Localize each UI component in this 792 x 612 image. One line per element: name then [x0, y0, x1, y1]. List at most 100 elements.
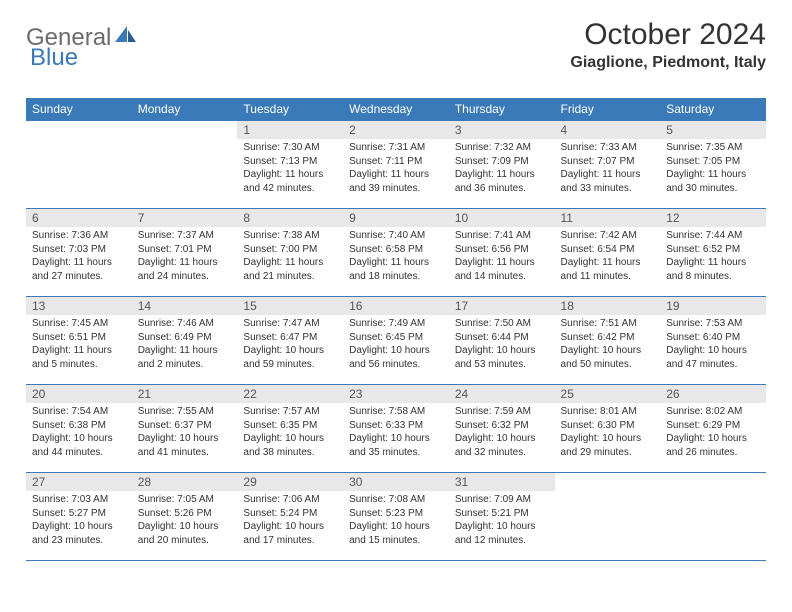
sunset-line: Sunset: 6:47 PM [243, 331, 337, 345]
header: General October 2024 Giaglione, Piedmont… [26, 18, 766, 72]
title-block: October 2024 Giaglione, Piedmont, Italy [570, 18, 766, 72]
day-cell: 4Sunrise: 7:33 AMSunset: 7:07 PMDaylight… [555, 121, 661, 209]
daylight-line: Daylight: 10 hours and 29 minutes. [561, 432, 655, 459]
day-number: 24 [449, 385, 555, 403]
sunrise-line: Sunrise: 7:38 AM [243, 229, 337, 243]
sunset-line: Sunset: 6:44 PM [455, 331, 549, 345]
calendar-table: Sunday Monday Tuesday Wednesday Thursday… [26, 98, 766, 561]
day-cell: 5Sunrise: 7:35 AMSunset: 7:05 PMDaylight… [660, 121, 766, 209]
sunrise-line: Sunrise: 7:50 AM [455, 317, 549, 331]
day-cell: 3Sunrise: 7:32 AMSunset: 7:09 PMDaylight… [449, 121, 555, 209]
logo-word-2: Blue [30, 44, 78, 72]
daylight-line: Daylight: 10 hours and 56 minutes. [349, 344, 443, 371]
sunset-line: Sunset: 7:09 PM [455, 155, 549, 169]
day-cell: 23Sunrise: 7:58 AMSunset: 6:33 PMDayligh… [343, 385, 449, 473]
day-body: Sunrise: 7:30 AMSunset: 7:13 PMDaylight:… [237, 139, 343, 199]
day-number: 19 [660, 297, 766, 315]
day-cell: 22Sunrise: 7:57 AMSunset: 6:35 PMDayligh… [237, 385, 343, 473]
sunset-line: Sunset: 6:51 PM [32, 331, 126, 345]
day-cell: 11Sunrise: 7:42 AMSunset: 6:54 PMDayligh… [555, 209, 661, 297]
day-body: Sunrise: 7:55 AMSunset: 6:37 PMDaylight:… [132, 403, 238, 463]
daylight-line: Daylight: 11 hours and 27 minutes. [32, 256, 126, 283]
sunrise-line: Sunrise: 7:45 AM [32, 317, 126, 331]
day-body: Sunrise: 8:02 AMSunset: 6:29 PMDaylight:… [660, 403, 766, 463]
day-number: 7 [132, 209, 238, 227]
daylight-line: Daylight: 10 hours and 47 minutes. [666, 344, 760, 371]
sunset-line: Sunset: 6:58 PM [349, 243, 443, 257]
sunrise-line: Sunrise: 7:06 AM [243, 493, 337, 507]
sunset-line: Sunset: 7:11 PM [349, 155, 443, 169]
calendar-week-row: 1Sunrise: 7:30 AMSunset: 7:13 PMDaylight… [26, 121, 766, 209]
sunset-line: Sunset: 5:24 PM [243, 507, 337, 521]
daylight-line: Daylight: 10 hours and 26 minutes. [666, 432, 760, 459]
day-number: 9 [343, 209, 449, 227]
sunrise-line: Sunrise: 7:49 AM [349, 317, 443, 331]
day-cell: 12Sunrise: 7:44 AMSunset: 6:52 PMDayligh… [660, 209, 766, 297]
day-body: Sunrise: 7:35 AMSunset: 7:05 PMDaylight:… [660, 139, 766, 199]
day-number: 26 [660, 385, 766, 403]
day-body: Sunrise: 7:06 AMSunset: 5:24 PMDaylight:… [237, 491, 343, 551]
day-body: Sunrise: 7:54 AMSunset: 6:38 PMDaylight:… [26, 403, 132, 463]
daylight-line: Daylight: 10 hours and 35 minutes. [349, 432, 443, 459]
day-body: Sunrise: 7:36 AMSunset: 7:03 PMDaylight:… [26, 227, 132, 287]
day-cell [26, 121, 132, 209]
day-number: 21 [132, 385, 238, 403]
sunset-line: Sunset: 6:56 PM [455, 243, 549, 257]
sunrise-line: Sunrise: 7:36 AM [32, 229, 126, 243]
day-number: 3 [449, 121, 555, 139]
sunrise-line: Sunrise: 7:42 AM [561, 229, 655, 243]
month-title: October 2024 [570, 18, 766, 52]
daylight-line: Daylight: 10 hours and 59 minutes. [243, 344, 337, 371]
day-body: Sunrise: 7:38 AMSunset: 7:00 PMDaylight:… [237, 227, 343, 287]
day-cell: 16Sunrise: 7:49 AMSunset: 6:45 PMDayligh… [343, 297, 449, 385]
day-body: Sunrise: 7:51 AMSunset: 6:42 PMDaylight:… [555, 315, 661, 375]
sunrise-line: Sunrise: 7:08 AM [349, 493, 443, 507]
sunset-line: Sunset: 6:40 PM [666, 331, 760, 345]
daylight-line: Daylight: 10 hours and 17 minutes. [243, 520, 337, 547]
day-number: 31 [449, 473, 555, 491]
day-body: Sunrise: 7:58 AMSunset: 6:33 PMDaylight:… [343, 403, 449, 463]
day-cell: 25Sunrise: 8:01 AMSunset: 6:30 PMDayligh… [555, 385, 661, 473]
day-number: 1 [237, 121, 343, 139]
sunset-line: Sunset: 5:26 PM [138, 507, 232, 521]
daylight-line: Daylight: 10 hours and 32 minutes. [455, 432, 549, 459]
sunrise-line: Sunrise: 7:05 AM [138, 493, 232, 507]
sunrise-line: Sunrise: 7:35 AM [666, 141, 760, 155]
sunrise-line: Sunrise: 7:51 AM [561, 317, 655, 331]
day-cell: 1Sunrise: 7:30 AMSunset: 7:13 PMDaylight… [237, 121, 343, 209]
sunrise-line: Sunrise: 7:54 AM [32, 405, 126, 419]
day-number: 22 [237, 385, 343, 403]
sunset-line: Sunset: 7:13 PM [243, 155, 337, 169]
day-number: 16 [343, 297, 449, 315]
sunrise-line: Sunrise: 7:58 AM [349, 405, 443, 419]
sunset-line: Sunset: 7:03 PM [32, 243, 126, 257]
sunrise-line: Sunrise: 7:31 AM [349, 141, 443, 155]
day-body: Sunrise: 7:59 AMSunset: 6:32 PMDaylight:… [449, 403, 555, 463]
sunrise-line: Sunrise: 7:37 AM [138, 229, 232, 243]
dow-thursday: Thursday [449, 98, 555, 121]
sunrise-line: Sunrise: 7:03 AM [32, 493, 126, 507]
day-body: Sunrise: 7:44 AMSunset: 6:52 PMDaylight:… [660, 227, 766, 287]
sunrise-line: Sunrise: 7:41 AM [455, 229, 549, 243]
sunrise-line: Sunrise: 8:01 AM [561, 405, 655, 419]
sunrise-line: Sunrise: 7:09 AM [455, 493, 549, 507]
day-body: Sunrise: 7:09 AMSunset: 5:21 PMDaylight:… [449, 491, 555, 551]
day-number: 12 [660, 209, 766, 227]
day-cell [660, 473, 766, 561]
daylight-line: Daylight: 11 hours and 30 minutes. [666, 168, 760, 195]
daylight-line: Daylight: 11 hours and 14 minutes. [455, 256, 549, 283]
day-body: Sunrise: 7:37 AMSunset: 7:01 PMDaylight:… [132, 227, 238, 287]
day-cell: 24Sunrise: 7:59 AMSunset: 6:32 PMDayligh… [449, 385, 555, 473]
dow-saturday: Saturday [660, 98, 766, 121]
day-cell [132, 121, 238, 209]
calendar-week-row: 13Sunrise: 7:45 AMSunset: 6:51 PMDayligh… [26, 297, 766, 385]
day-cell: 2Sunrise: 7:31 AMSunset: 7:11 PMDaylight… [343, 121, 449, 209]
day-cell: 19Sunrise: 7:53 AMSunset: 6:40 PMDayligh… [660, 297, 766, 385]
day-cell [555, 473, 661, 561]
day-body: Sunrise: 7:50 AMSunset: 6:44 PMDaylight:… [449, 315, 555, 375]
sunrise-line: Sunrise: 7:44 AM [666, 229, 760, 243]
day-cell: 6Sunrise: 7:36 AMSunset: 7:03 PMDaylight… [26, 209, 132, 297]
day-cell: 18Sunrise: 7:51 AMSunset: 6:42 PMDayligh… [555, 297, 661, 385]
day-cell: 8Sunrise: 7:38 AMSunset: 7:00 PMDaylight… [237, 209, 343, 297]
day-number: 18 [555, 297, 661, 315]
